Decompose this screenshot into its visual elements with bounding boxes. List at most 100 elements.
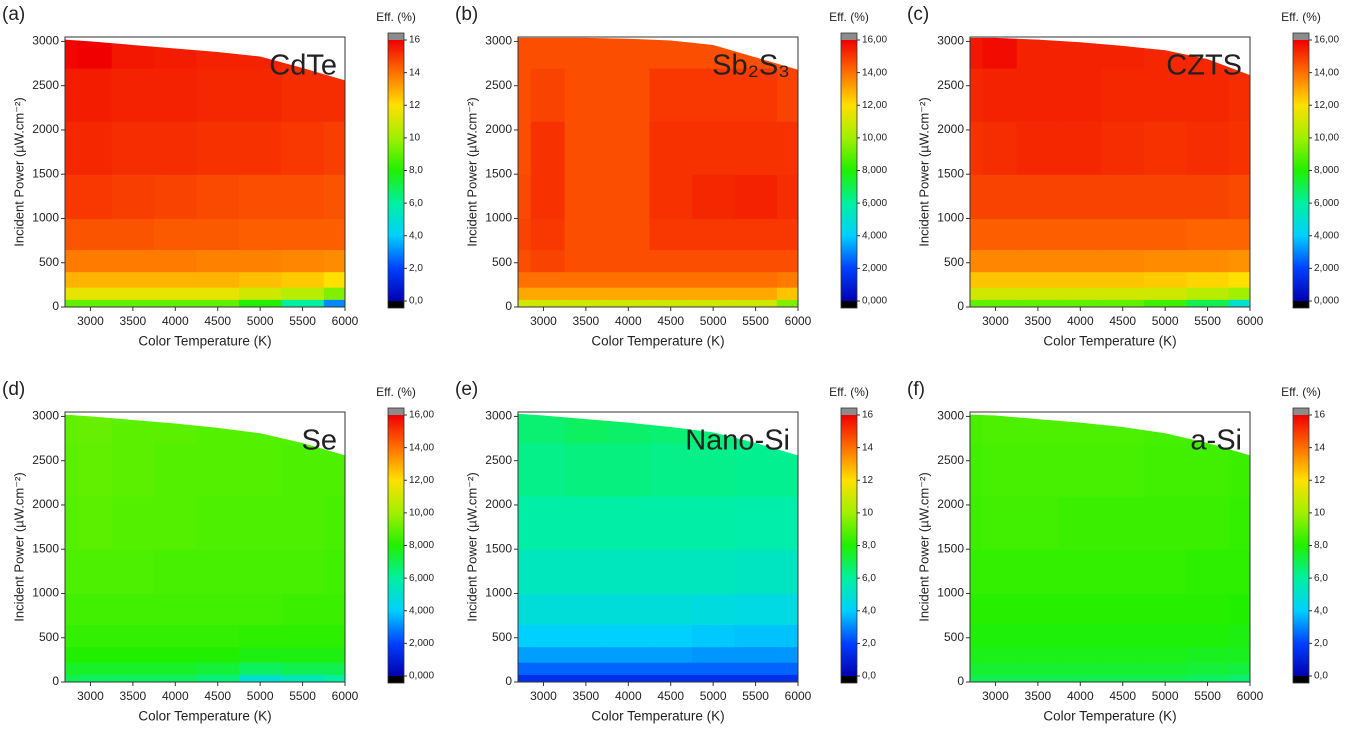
contour-cell bbox=[196, 674, 240, 682]
colorbar-tick-label: 8,0 bbox=[862, 540, 876, 551]
colorbar-title: Eff. (%) bbox=[1281, 385, 1321, 399]
x-tick-label: 4500 bbox=[204, 689, 231, 703]
contour-cell bbox=[1228, 271, 1250, 288]
contour-cell bbox=[518, 287, 532, 300]
contour-cell bbox=[564, 646, 608, 663]
x-tick-label: 5000 bbox=[247, 314, 274, 328]
colorbar-under bbox=[841, 301, 857, 308]
contour-cell bbox=[564, 287, 608, 300]
contour-cell bbox=[1186, 674, 1230, 682]
contour-cell bbox=[607, 67, 651, 122]
contour-cell bbox=[1143, 593, 1187, 626]
colorbar-tick-label: 8,0 bbox=[409, 165, 423, 176]
x-tick-label: 3500 bbox=[120, 689, 147, 703]
contour-cell bbox=[196, 593, 240, 626]
contour-cell bbox=[982, 496, 1018, 550]
contour-cell bbox=[323, 218, 345, 251]
contour-cell bbox=[1186, 249, 1230, 273]
contour-cell bbox=[982, 412, 1018, 444]
contour-cell bbox=[77, 218, 113, 251]
contour-cell bbox=[281, 593, 325, 626]
contour-cell bbox=[111, 287, 155, 300]
contour-cell bbox=[1016, 496, 1060, 550]
contour-cell bbox=[281, 121, 325, 175]
contour-cell bbox=[970, 646, 984, 663]
x-tick-label: 4000 bbox=[615, 314, 642, 328]
contour-cell bbox=[970, 67, 984, 122]
contour-cell bbox=[111, 299, 155, 307]
contour-cell bbox=[154, 593, 198, 626]
y-tick-label: 2500 bbox=[485, 453, 512, 467]
colorbar bbox=[1293, 40, 1309, 301]
contour-cell bbox=[238, 646, 282, 663]
contour-cell bbox=[530, 37, 566, 69]
contour-cell bbox=[1059, 67, 1103, 122]
contour-cell bbox=[281, 662, 325, 675]
contour-cell bbox=[65, 299, 79, 307]
contour-cell bbox=[691, 593, 735, 626]
panel: 3000 3500 4000 4500 5000 5500 6000 0 500 1000 1500… bbox=[907, 4, 1339, 349]
contour-cell bbox=[65, 287, 79, 300]
contour-cell bbox=[530, 287, 566, 300]
contour-cell bbox=[111, 674, 155, 682]
contour-cell bbox=[323, 549, 345, 595]
contour-cell bbox=[77, 593, 113, 626]
contour-cell bbox=[196, 287, 240, 300]
x-tick-label: 5500 bbox=[1194, 314, 1221, 328]
contour-cell bbox=[518, 271, 532, 288]
colorbar bbox=[1293, 415, 1309, 676]
contour-cell bbox=[111, 662, 155, 675]
contour-cell bbox=[1228, 549, 1250, 595]
contour-cell bbox=[238, 121, 282, 175]
x-tick-label: 5500 bbox=[1194, 689, 1221, 703]
colorbar-over bbox=[841, 33, 857, 40]
contour-cell bbox=[734, 299, 778, 307]
contour-cell bbox=[1186, 299, 1230, 307]
contour-cell bbox=[1059, 442, 1103, 497]
contour-cell bbox=[281, 496, 325, 550]
contour-cell bbox=[518, 299, 532, 307]
contour-cell bbox=[607, 121, 651, 175]
contour-cell bbox=[691, 174, 735, 220]
x-tick-label: 5000 bbox=[1152, 689, 1179, 703]
contour-cell bbox=[323, 174, 345, 220]
contour-cell bbox=[1143, 674, 1187, 682]
contour-cell bbox=[196, 662, 240, 675]
y-tick-label: 1500 bbox=[32, 541, 59, 555]
y-tick-label: 1500 bbox=[485, 166, 512, 180]
contour-cell bbox=[1143, 174, 1187, 220]
colorbar-tick-label: 4,000 bbox=[1314, 230, 1339, 241]
contour-cell bbox=[196, 67, 240, 122]
contour-cell bbox=[607, 662, 651, 675]
contour-cell bbox=[982, 218, 1018, 251]
contour-cell bbox=[1228, 249, 1250, 273]
contour-cell bbox=[238, 496, 282, 550]
colorbar bbox=[388, 40, 404, 301]
contour-cell bbox=[77, 67, 113, 122]
colorbar-under bbox=[388, 301, 404, 308]
contour-cell bbox=[1016, 37, 1060, 69]
contour-cell bbox=[1016, 249, 1060, 273]
contour-cell bbox=[776, 287, 798, 300]
contour-cell bbox=[649, 496, 693, 550]
contour-cell bbox=[1228, 67, 1250, 122]
contour-cell bbox=[1143, 271, 1187, 288]
x-tick-label: 3500 bbox=[1025, 314, 1052, 328]
colorbar-tick-label: 16,00 bbox=[1314, 35, 1339, 46]
contour-cell bbox=[649, 442, 693, 497]
y-tick-label: 1500 bbox=[485, 541, 512, 555]
colorbar-tick-label: 6,0 bbox=[1314, 573, 1328, 584]
x-tick-label: 3000 bbox=[982, 314, 1009, 328]
contour-cell bbox=[154, 174, 198, 220]
contour-cell bbox=[1059, 646, 1103, 663]
y-tick-label: 3000 bbox=[485, 409, 512, 423]
material-label: Sb₂S₃ bbox=[712, 50, 790, 82]
contour-cell bbox=[1186, 218, 1230, 251]
contour-cell bbox=[111, 174, 155, 220]
colorbar-tick-label: 16,00 bbox=[409, 410, 434, 421]
contour-cell bbox=[607, 674, 651, 682]
contour-cell bbox=[1228, 442, 1250, 497]
x-tick-label: 3500 bbox=[1025, 689, 1052, 703]
data-boundary bbox=[65, 37, 345, 81]
y-tick-label: 3000 bbox=[937, 34, 964, 48]
